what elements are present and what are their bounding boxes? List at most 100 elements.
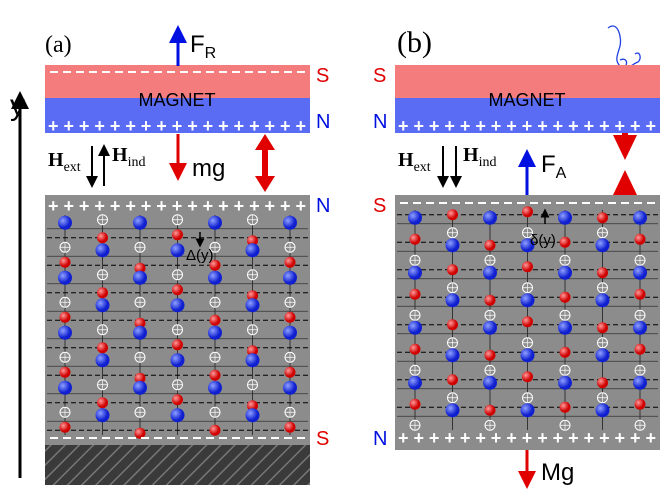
electron	[283, 216, 297, 230]
electron	[133, 216, 147, 230]
ion	[447, 319, 458, 330]
ion	[60, 422, 71, 433]
electron	[246, 298, 260, 312]
electron	[133, 381, 147, 395]
ion	[447, 374, 458, 385]
ion	[635, 344, 646, 355]
pole: S	[373, 195, 386, 217]
ion	[560, 402, 571, 413]
charges: +++++++++++++++++	[398, 428, 656, 448]
magnet-label: MAGNET	[138, 90, 215, 110]
ion	[97, 397, 108, 408]
hand-sketch	[608, 26, 640, 68]
electron	[633, 266, 647, 280]
ion	[285, 312, 296, 323]
electron	[96, 298, 110, 312]
shift-label: Δ(y)	[186, 247, 214, 264]
subscript: R	[205, 45, 217, 62]
ion	[447, 209, 458, 220]
electron	[558, 376, 572, 390]
hind-label: Hind	[112, 144, 145, 170]
electron	[171, 298, 185, 312]
electron	[208, 216, 222, 230]
force-label: FR	[190, 31, 216, 62]
electron	[596, 238, 610, 252]
electron	[446, 238, 460, 252]
ion	[97, 287, 108, 298]
hext-label: Hext	[398, 149, 431, 175]
electron	[246, 408, 260, 422]
diagram: y (a) MAGNET +++++++++++++++++ S N FR mg…	[0, 0, 671, 490]
ion	[97, 342, 108, 353]
electron	[408, 266, 422, 280]
electron	[58, 326, 72, 340]
electron	[483, 266, 497, 280]
electron	[596, 348, 610, 362]
ion	[285, 257, 296, 268]
ion	[485, 405, 496, 416]
ion	[485, 350, 496, 361]
electron	[58, 381, 72, 395]
ion	[635, 399, 646, 410]
ion	[447, 264, 458, 275]
ion	[97, 232, 108, 243]
symbol: F	[190, 31, 205, 58]
subscript: ext	[64, 160, 81, 175]
electron	[483, 211, 497, 225]
shift-label: δ(y)	[530, 232, 556, 249]
electron	[521, 293, 535, 307]
electron	[633, 211, 647, 225]
pole: N	[316, 195, 330, 217]
electron	[208, 271, 222, 285]
ion	[522, 261, 533, 272]
subscript: A	[556, 165, 567, 182]
electron	[133, 271, 147, 285]
electron	[246, 243, 260, 257]
ion	[522, 206, 533, 217]
ion	[597, 267, 608, 278]
ion	[60, 312, 71, 323]
charges: +++++++++++++++++	[48, 116, 306, 136]
ion	[172, 229, 183, 240]
ion	[172, 339, 183, 350]
ion	[172, 284, 183, 295]
electron	[633, 321, 647, 335]
subscript: ext	[414, 160, 431, 175]
electron	[633, 376, 647, 390]
charges: +++++++++++++++++	[48, 196, 306, 216]
electron	[558, 266, 572, 280]
ion	[60, 367, 71, 378]
electron	[446, 348, 460, 362]
ion	[560, 347, 571, 358]
force-label: FA	[541, 151, 567, 182]
ion	[635, 234, 646, 245]
electron	[208, 381, 222, 395]
pole: N	[316, 111, 330, 133]
weight-label: mg	[192, 155, 225, 182]
symbol: H	[112, 144, 128, 166]
charges: +++++++++++++++++	[398, 116, 656, 136]
ground	[45, 445, 310, 485]
electron	[96, 408, 110, 422]
electron	[521, 403, 535, 417]
pole: S	[373, 65, 386, 87]
electron	[521, 348, 535, 362]
ion	[172, 394, 183, 405]
ion	[522, 371, 533, 382]
ion	[285, 367, 296, 378]
electron	[96, 243, 110, 257]
electron	[246, 353, 260, 367]
pole: S	[316, 65, 329, 87]
ion	[410, 399, 421, 410]
electron	[96, 353, 110, 367]
electron	[558, 321, 572, 335]
subscript: ind	[479, 155, 497, 170]
electron	[283, 381, 297, 395]
electron	[58, 271, 72, 285]
subscript: ind	[128, 155, 146, 170]
electron	[596, 403, 610, 417]
panel-label: (b)	[397, 26, 432, 59]
ion	[560, 237, 571, 248]
electron	[171, 408, 185, 422]
ion	[60, 257, 71, 268]
